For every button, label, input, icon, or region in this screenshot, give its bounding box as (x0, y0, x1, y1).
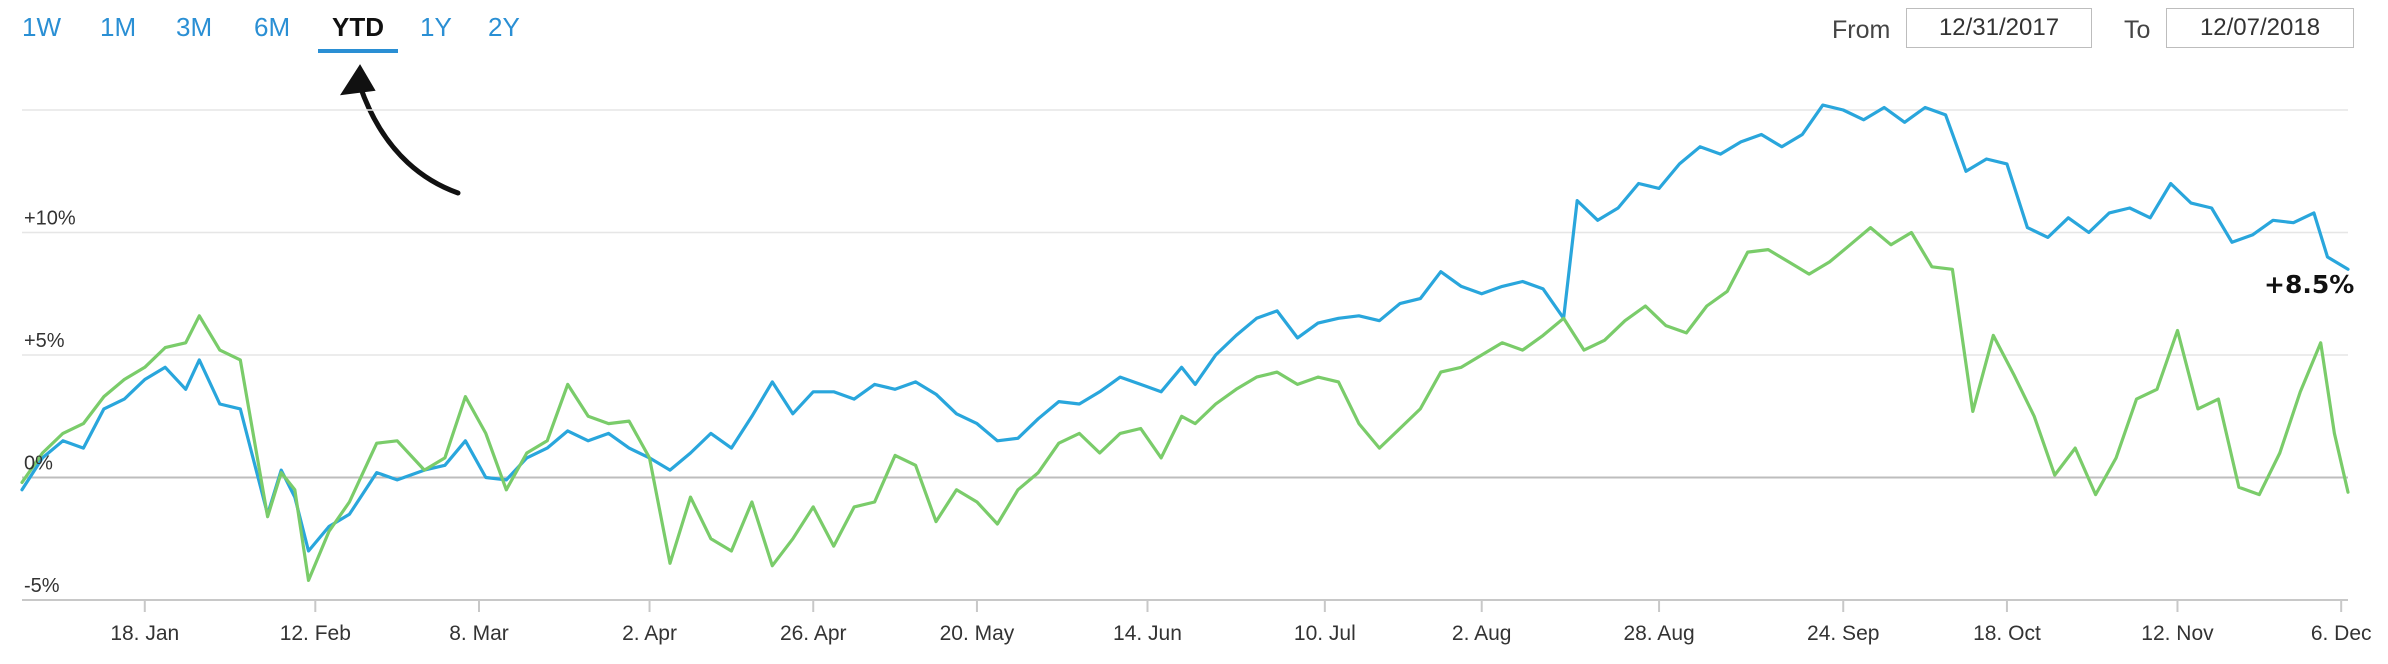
arrow-stroke (357, 83, 461, 196)
x-tick-label: 18. Oct (1973, 622, 2041, 645)
to-date-input[interactable] (2166, 8, 2354, 48)
tab-1m[interactable]: 1M (100, 12, 137, 42)
x-tick-label: 8. Mar (449, 622, 509, 645)
x-tick-label: 20. May (940, 622, 1015, 645)
series-line-1 (20, 103, 2350, 553)
x-tick-label: 28. Aug (1623, 622, 1694, 645)
tab-ytd[interactable]: YTD (332, 12, 384, 42)
series-lines (20, 103, 2350, 583)
y-tick-label: +10% (24, 208, 76, 230)
x-axis: 18. Jan 12. Feb 8. Mar 2. Apr 26. Apr 20. May… (22, 599, 2372, 645)
arrow-head (340, 64, 376, 96)
tab-1w[interactable]: 1W (22, 12, 61, 42)
y-tick-label: +5% (24, 330, 65, 352)
x-tick-label: 12. Nov (2141, 622, 2214, 645)
tab-2y[interactable]: 2Y (488, 12, 520, 42)
grid-lines (22, 109, 2348, 601)
to-label: To (2124, 16, 2151, 44)
x-tick-label: 2. Aug (1452, 622, 1512, 645)
from-label: From (1832, 16, 1891, 44)
date-range: From To (1828, 4, 2388, 54)
y-axis: -5% 0% +5% +10% (24, 208, 76, 598)
x-tick-label: 18. Jan (110, 622, 179, 645)
x-tick-label: 26. Apr (780, 622, 847, 645)
x-tick-label: 6. Dec (2311, 622, 2372, 645)
tab-3m[interactable]: 3M (176, 12, 213, 42)
x-tick-label: 10. Jul (1294, 622, 1356, 645)
active-tab-underline (318, 49, 398, 53)
x-tick-label: 2. Apr (622, 622, 677, 645)
x-tick-label: 12. Feb (280, 622, 351, 645)
y-tick-label: 0% (24, 453, 53, 475)
hand-drawn-arrow (340, 64, 461, 196)
tab-6m[interactable]: 6M (254, 12, 291, 42)
from-date-input[interactable] (1906, 8, 2092, 48)
series-line-2 (20, 226, 2350, 583)
y-tick-label: -5% (24, 575, 60, 597)
x-tick-label: 24. Sep (1807, 622, 1879, 645)
tab-1y[interactable]: 1Y (420, 12, 452, 42)
x-tick-label: 14. Jun (1113, 622, 1182, 645)
end-value-label: +8.5% (2264, 270, 2354, 299)
